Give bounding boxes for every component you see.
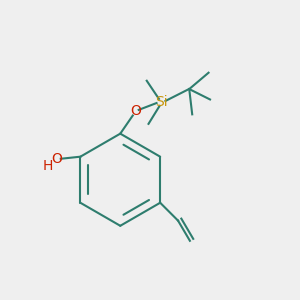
Text: O: O	[51, 152, 62, 166]
Text: H: H	[43, 160, 53, 173]
Text: Si: Si	[155, 95, 167, 110]
Text: O: O	[130, 104, 141, 118]
